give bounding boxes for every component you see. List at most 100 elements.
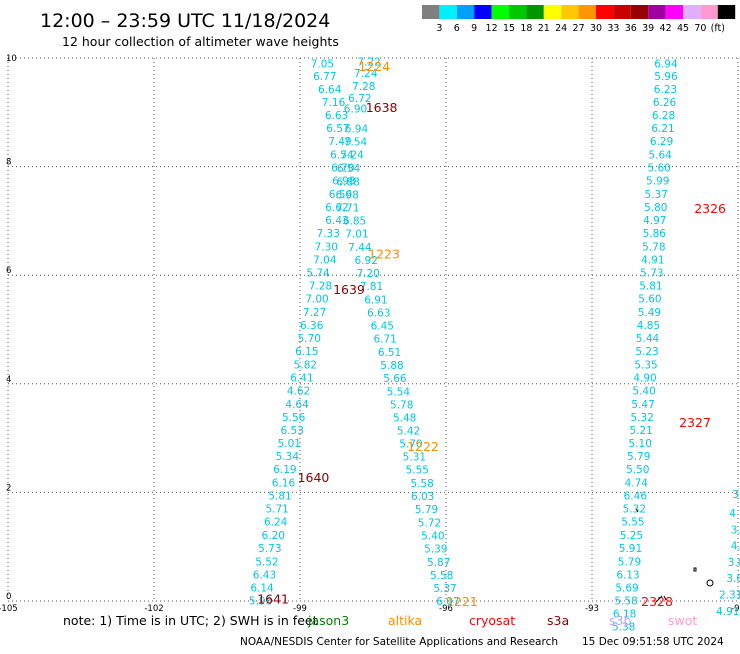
wave-height-point: 5.79 [415,504,438,516]
wave-height-point: 5.60 [647,163,670,175]
wave-height-point: 5.56 [282,412,306,424]
colorbar-label: 6 [454,23,460,34]
wave-height-point: 5.79 [618,556,641,568]
colorbar-swatch [543,5,562,19]
pass-label: 1638 [366,100,398,115]
wave-height-point: 4.91 [716,606,739,618]
legend-s3a: s3a [547,613,569,628]
wave-height-point: 4.90 [633,372,656,384]
wave-height-point: 6.29 [650,136,673,148]
colorbar-label: 27 [573,23,585,34]
wave-height-point: 5.55 [406,465,429,477]
ship-mark [693,567,697,572]
colorbar-label: (ft) [711,23,725,34]
x-tick-labels: -105 -102 -99 -96 -93 -90 [0,604,740,614]
colorbar-label: 9 [471,23,477,34]
colorbar-swatch [700,5,718,19]
wave-height-point: 7.24 [354,68,378,80]
wave-height-point: 3.0 [731,524,740,536]
colorbar-label: 18 [520,23,532,34]
footer-note: note: 1) Time is in UTC; 2) SWH is in fe… [63,613,318,628]
pass-label: 1639 [333,282,365,297]
chart-subtitle: 12 hour collection of altimeter wave hei… [62,34,339,49]
colorbar-label: 33 [607,23,619,34]
wave-height-point: 6.94 [345,124,369,136]
wave-height-point: 6.98 [336,189,359,201]
colorbar-swatch [491,5,509,19]
colorbar-swatch [717,5,736,19]
wave-height-point: 5.87 [427,557,450,569]
wave-height-point: 5.25 [620,530,643,542]
wave-height-point: 5.44 [636,333,660,345]
y-tick-label: 8 [6,158,11,168]
wave-height-point: 7.16 [322,97,346,109]
wave-height-point: 5.58 [430,570,453,582]
y-tick-label: 0 [6,592,11,602]
legend-s3b: s3b [609,613,631,628]
wave-height-point: 7.33 [317,228,340,240]
wave-height-point: 7.71 [336,202,359,214]
colorbar-swatch [474,5,492,19]
wave-height-point: 7.00 [305,294,328,306]
wave-height-point: 7.20 [356,268,379,280]
wave-height-point: 5.52 [255,556,278,568]
colorbar-label: 24 [555,23,567,34]
wave-height-point: 7.22 [357,56,380,68]
wave-height-point: 6.54 [330,150,354,162]
colorbar-label: 12 [486,23,498,34]
wave-height-point: 5.38 [612,622,635,634]
wave-height-point: 5.37 [433,583,456,595]
x-tick-label: -105 [0,604,18,614]
wave-height-point: 5.32 [630,412,653,424]
wave-height-point: 6.57 [326,123,349,135]
wave-height-point: 6.53 [281,425,304,437]
wave-height-point: 6.94 [654,58,678,70]
wave-height-point: 5.58 [614,595,637,607]
wave-height-point: 7.05 [311,58,334,70]
footer-credit: NOAA/NESDIS Center for Satellite Applica… [240,636,558,648]
pass-label: 1221 [446,594,478,609]
wave-height-point: 5.88 [380,360,403,372]
wave-height-point: 5.55 [621,517,644,529]
arrow-mark [655,595,667,603]
wave-height-point: 6.18 [613,608,636,620]
colorbar-swatch [665,5,683,19]
pass-label: 1640 [298,470,330,485]
wave-height-point: 5.70 [298,333,321,345]
wave-height-point: 5.71 [265,504,288,516]
wave-height-point: 6.24 [264,517,288,529]
wave-height-point: 6.70 [331,163,354,175]
wave-height-point: 3.65 [726,573,740,585]
wave-height-points: 7.056.776.647.166.636.577.496.546.706.98… [249,56,740,633]
colorbar-swatch [422,5,440,19]
wave-height-point: 2.31 [719,589,740,601]
wave-height-point: 7.54 [344,137,368,149]
wave-height-point: 7.81 [360,281,383,293]
wave-height-point: 5.39 [424,543,447,555]
pass-number-labels: 1224 1638 1223 1639 1222 1640 1641 1221 2326 2327… [257,59,726,609]
colorbar-swatch [561,5,579,19]
wave-height-point: 4.62 [287,385,310,397]
wave-height-point: 6.88 [337,176,360,188]
wave-height-point: 6.46 [624,491,648,503]
wave-height-point: 5.80 [644,202,667,214]
wave-height-point: 6.13 [616,569,639,581]
wave-height-point: 6.91 [364,295,387,307]
y-tick-label: 4 [6,375,11,385]
legend-swot: swot [668,613,697,628]
y-tick-label: 10 [6,54,17,64]
pass-label: 1223 [368,246,400,261]
grid-lines [7,57,739,602]
wave-height-point: 4.9 [731,541,740,553]
legend-altika: altika [388,613,422,628]
wave-height-point: 5.73 [640,267,663,279]
wave-height-point: 6.14 [250,582,274,594]
wave-height-point: 6.62 [325,202,348,214]
small-circle-mark [706,579,714,587]
colorbar-label: 36 [625,23,637,34]
chart-title: 12:00 – 23:59 UTC 11/18/2024 [40,10,330,32]
y-tick-label: 2 [6,483,11,493]
y-tick-labels: 0 2 4 6 8 10 [6,54,17,602]
